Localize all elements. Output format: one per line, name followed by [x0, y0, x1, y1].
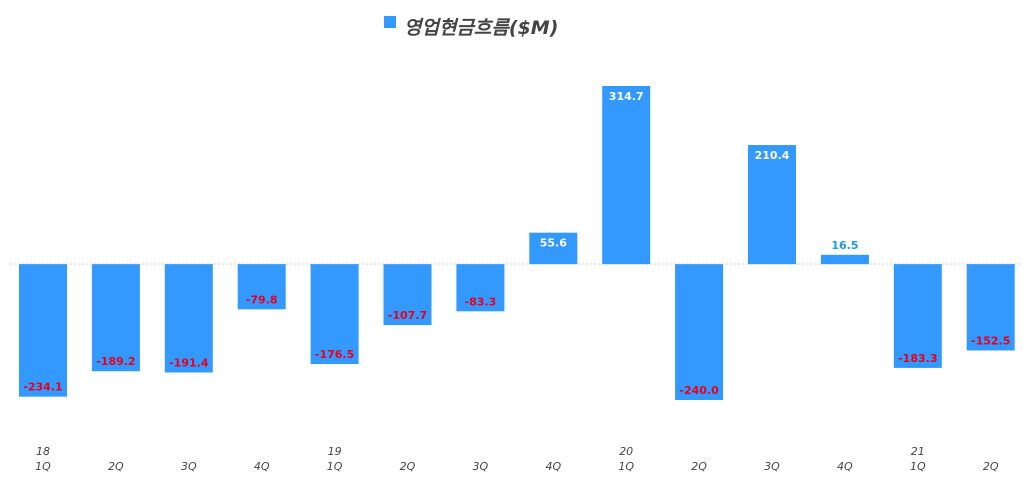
bar: [602, 86, 651, 265]
x-tick-label: 2Q: [399, 460, 416, 473]
data-label: -79.8: [246, 293, 278, 306]
bar: [820, 254, 869, 265]
x-tick-label: 18 1Q: [35, 445, 51, 473]
bar: [383, 264, 432, 326]
x-tick-label: 2Q: [691, 460, 707, 473]
bar: [966, 264, 1015, 351]
data-label: -189.2: [96, 355, 135, 368]
data-label: -240.0: [679, 384, 719, 397]
bar: [164, 264, 213, 373]
x-tick-label: 4Q: [837, 460, 853, 473]
bar: [19, 264, 67, 397]
bar: [237, 264, 286, 310]
data-label: -152.5: [971, 334, 1010, 347]
data-label: 55.6: [540, 237, 567, 250]
data-label: -234.1: [23, 381, 62, 394]
data-label: 16.5: [831, 239, 858, 252]
data-label: -191.4: [169, 356, 209, 369]
x-tick-label: 3Q: [472, 460, 489, 473]
x-tick-label: 4Q: [545, 460, 562, 473]
data-label: 210.4: [755, 149, 790, 162]
bar: [675, 264, 724, 400]
data-label: 314.7: [609, 90, 644, 103]
x-tick-label: 4Q: [253, 460, 270, 473]
x-tick-label: 2Q: [982, 460, 999, 473]
data-label: -176.5: [315, 348, 354, 361]
data-label: -183.3: [898, 352, 937, 365]
bar: [310, 264, 359, 365]
bar: [91, 264, 140, 372]
x-tick-label: 19 1Q: [326, 445, 343, 473]
bar: [529, 232, 578, 265]
legend-swatch: [384, 16, 396, 28]
bar: [456, 264, 505, 312]
legend-label: 영업현금흐름($M): [404, 17, 559, 39]
data-label: -83.3: [465, 295, 497, 308]
bar: [893, 264, 942, 368]
x-tick-label: 20 1Q: [618, 445, 635, 473]
bar: [748, 145, 796, 265]
x-tick-label: 2Q: [108, 460, 124, 473]
x-tick-label: 3Q: [180, 460, 197, 473]
data-label: -107.7: [388, 309, 427, 322]
x-tick-label: 21 1Q: [909, 445, 926, 473]
x-tick-label: 3Q: [764, 460, 780, 473]
